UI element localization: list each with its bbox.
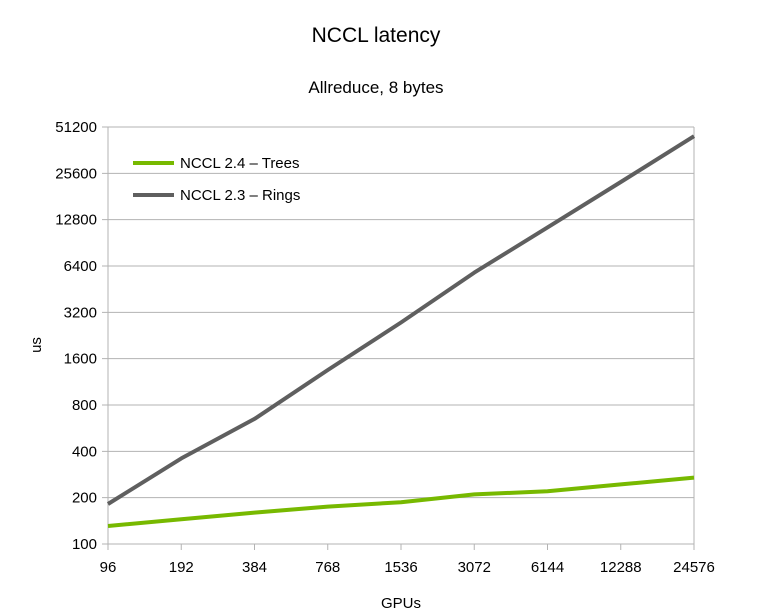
x-axis-title: GPUs (381, 595, 421, 612)
x-tick-label-6144: 6144 (531, 559, 564, 576)
y-tick-label-25600: 25600 (55, 165, 97, 182)
gridlines (102, 126, 694, 545)
x-tick-label-24576: 24576 (673, 559, 715, 576)
y-tick-label-3200: 3200 (64, 304, 97, 321)
y-tick-label-1600: 1600 (64, 351, 97, 368)
y-tick-label-100: 100 (72, 536, 97, 553)
axes (107, 127, 695, 550)
legend: NCCL 2.4 – Trees NCCL 2.3 – Rings (133, 155, 300, 204)
x-tick-label-192: 192 (169, 559, 194, 576)
x-tick-label-3072: 3072 (458, 559, 491, 576)
x-tick-label-12288: 12288 (600, 559, 642, 576)
x-axis-ticks: 96 192 384 768 1536 3072 6144 12288 24576 (100, 544, 715, 576)
legend-label-rings: NCCL 2.3 – Rings (180, 187, 300, 204)
y-tick-label-200: 200 (72, 490, 97, 507)
x-tick-label-96: 96 (100, 559, 117, 576)
y-axis-ticks: 100 200 400 800 1600 3200 6400 12800 25600 51200 (55, 119, 97, 553)
series-line-trees (107, 475, 695, 528)
series-lines (106, 134, 696, 528)
x-tick-label-384: 384 (242, 559, 267, 576)
series-line-rings (106, 134, 696, 506)
y-axis-title: us (28, 337, 45, 353)
y-tick-label-6400: 6400 (64, 258, 97, 275)
chart-subtitle: Allreduce, 8 bytes (308, 78, 443, 97)
legend-label-trees: NCCL 2.4 – Trees (180, 155, 300, 172)
chart-title: NCCL latency (312, 24, 441, 47)
x-tick-label-1536: 1536 (384, 559, 417, 576)
y-tick-label-400: 400 (72, 443, 97, 460)
y-tick-label-51200: 51200 (55, 119, 97, 136)
y-tick-label-800: 800 (72, 397, 97, 414)
y-tick-label-12800: 12800 (55, 212, 97, 229)
x-tick-label-768: 768 (315, 559, 340, 576)
